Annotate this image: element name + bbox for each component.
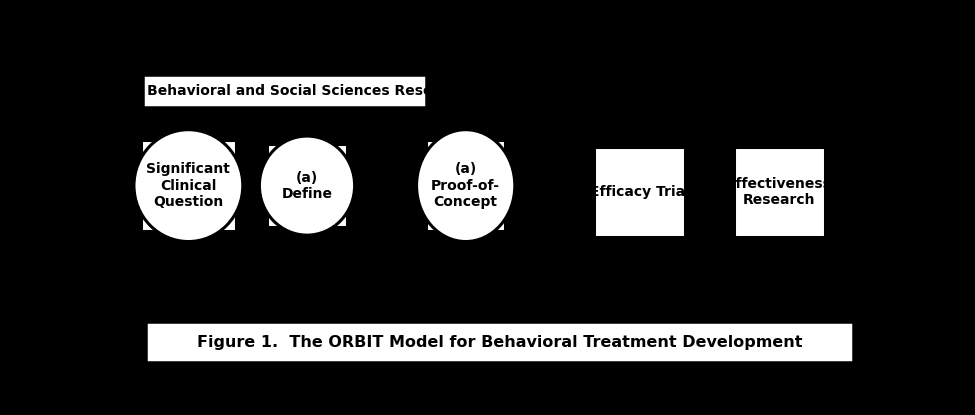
Ellipse shape [259, 136, 355, 235]
FancyBboxPatch shape [141, 140, 236, 231]
FancyBboxPatch shape [267, 144, 347, 227]
FancyBboxPatch shape [426, 140, 505, 231]
FancyBboxPatch shape [142, 76, 426, 107]
FancyBboxPatch shape [734, 147, 825, 237]
Text: Efficacy Trial: Efficacy Trial [590, 185, 689, 199]
Text: Basic Behavioral and Social Sciences Research: Basic Behavioral and Social Sciences Res… [101, 84, 467, 98]
Text: Figure 1.  The ORBIT Model for Behavioral Treatment Development: Figure 1. The ORBIT Model for Behavioral… [197, 334, 802, 350]
Text: (a)
Define: (a) Define [282, 171, 332, 201]
Text: (a)
Proof-of-
Concept: (a) Proof-of- Concept [431, 162, 500, 209]
Text: Effectiveness
Research: Effectiveness Research [726, 177, 832, 207]
Ellipse shape [134, 129, 243, 242]
Text: Significant
Clinical
Question: Significant Clinical Question [146, 162, 230, 209]
Ellipse shape [416, 129, 515, 242]
FancyBboxPatch shape [594, 147, 684, 237]
FancyBboxPatch shape [146, 322, 853, 362]
